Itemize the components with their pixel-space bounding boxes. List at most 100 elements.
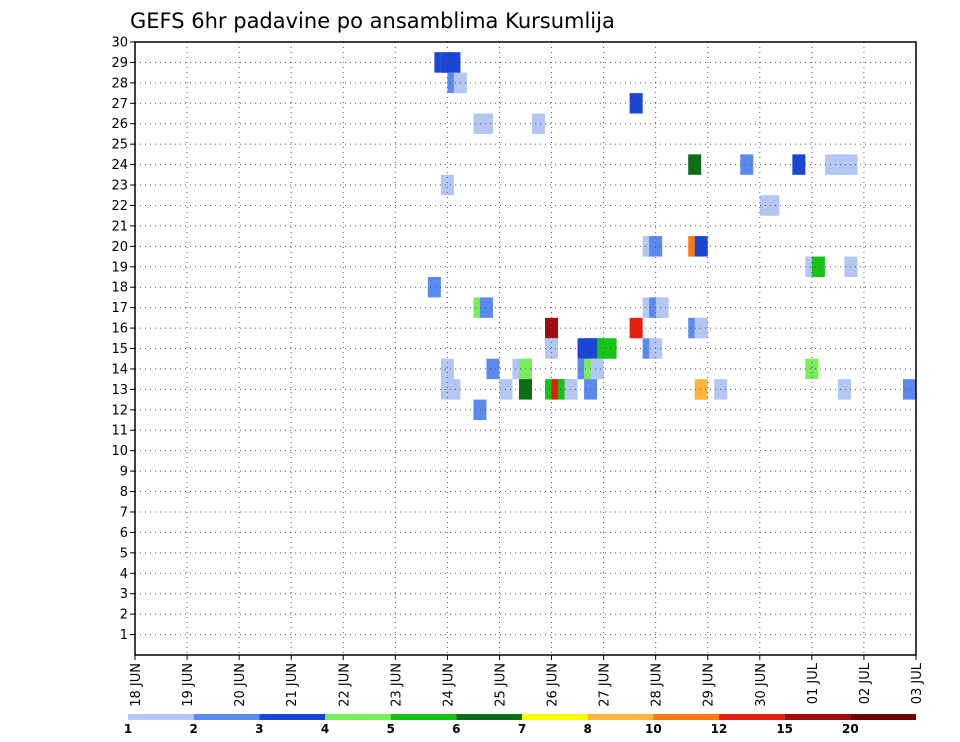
precip-cell: [688, 154, 702, 175]
y-tick-label: 23: [111, 179, 128, 194]
legend-swatch: [653, 714, 719, 720]
y-tick-label: 8: [120, 485, 128, 500]
y-tick-label: 17: [111, 301, 128, 316]
y-tick-label: 25: [111, 138, 128, 153]
y-tick-label: 5: [120, 546, 128, 561]
legend-swatch: [325, 714, 391, 720]
y-tick-label: 11: [111, 424, 128, 439]
legend-swatch: [784, 714, 851, 720]
legend-swatch: [456, 714, 522, 720]
legend-label: 4: [321, 722, 329, 736]
legend-swatch: [259, 714, 325, 720]
x-tick-label: 20 JUN: [233, 663, 248, 707]
y-tick-label: 29: [111, 56, 128, 71]
y-tick-label: 16: [111, 322, 128, 337]
legend-label: 7: [518, 722, 526, 736]
y-tick-label: 30: [111, 36, 128, 51]
precip-cell: [545, 338, 559, 359]
x-axis: 18 JUN 19 JUN 20 JUN 21 JUN 22 JUN 23 JUN 24 J…: [129, 655, 925, 707]
x-tick-label: 02 JUL: [858, 662, 873, 704]
y-tick-label: 22: [111, 199, 128, 214]
precip-cell: [590, 358, 604, 380]
x-tick-label: 29 JUN: [702, 663, 717, 707]
precip-cell: [694, 236, 708, 257]
x-tick-label: 19 JUN: [181, 663, 196, 707]
y-axis: 1234567891011121314151617181920212223242…: [111, 36, 135, 643]
legend-label: 20: [842, 722, 859, 736]
y-tick-label: 9: [120, 465, 128, 480]
legend-label: 3: [255, 722, 263, 736]
legend-swatch: [719, 714, 785, 720]
precip-cell: [440, 174, 454, 196]
legend-swatch: [390, 714, 457, 720]
precip-cell: [427, 276, 441, 298]
y-tick-label: 28: [111, 76, 128, 91]
y-tick-label: 6: [120, 526, 128, 541]
legend-label: 2: [189, 722, 197, 736]
x-tick-label: 25 JUN: [493, 663, 508, 707]
chart-title: GEFS 6hr padavine po ansamblima Kursumli…: [130, 9, 615, 33]
precip-cell: [629, 317, 643, 339]
x-tick-label: 27 JUN: [598, 663, 613, 707]
y-tick-label: 10: [111, 444, 128, 459]
y-tick-label: 24: [111, 158, 128, 173]
x-tick-label: 01 JUL: [806, 662, 821, 704]
precip-cell: [473, 399, 487, 421]
x-tick-label: 28 JUN: [650, 663, 665, 707]
precip-cell: [479, 113, 493, 134]
y-tick-label: 2: [120, 608, 128, 623]
x-tick-label: 03 JUL: [910, 662, 925, 704]
y-tick-label: 20: [111, 240, 128, 255]
legend-label: 12: [711, 722, 728, 736]
precip-cell: [545, 317, 559, 339]
precip-cell: [486, 358, 500, 380]
precip-cell: [629, 93, 643, 114]
y-tick-label: 12: [111, 403, 128, 418]
precip-cell: [694, 317, 708, 339]
precip-cell: [447, 52, 461, 73]
y-tick-label: 7: [120, 505, 128, 520]
legend-label: 1: [124, 722, 132, 736]
precip-cell: [837, 379, 851, 400]
x-tick-label: 30 JUN: [754, 663, 769, 707]
x-tick-label: 22 JUN: [337, 663, 352, 707]
y-tick-label: 3: [120, 587, 128, 602]
legend-label: 15: [776, 722, 793, 736]
x-tick-label: 24 JUN: [441, 663, 456, 707]
precip-cell: [564, 379, 578, 400]
y-tick-label: 13: [111, 383, 128, 398]
x-tick-label: 18 JUN: [129, 663, 144, 707]
precip-cell: [811, 256, 825, 277]
x-tick-label: 26 JUN: [546, 663, 561, 707]
precip-cell: [805, 358, 819, 380]
x-tick-label: 21 JUN: [285, 663, 300, 707]
y-tick-label: 1: [120, 628, 128, 643]
legend-label: 6: [452, 722, 460, 736]
precip-cell: [766, 195, 780, 216]
precip-cell: [479, 297, 493, 318]
precip-cell: [440, 358, 454, 380]
grid-lines: [135, 41, 916, 655]
y-tick-label: 19: [111, 260, 128, 275]
precip-cell: [902, 379, 916, 400]
y-tick-label: 15: [111, 342, 128, 357]
y-tick-label: 21: [111, 219, 128, 234]
y-tick-label: 4: [120, 567, 128, 582]
legend-swatch: [128, 714, 194, 720]
precip-cell: [532, 113, 546, 134]
y-tick-label: 26: [111, 117, 128, 132]
precip-cell: [694, 379, 708, 400]
precip-cell: [792, 154, 806, 175]
legend-label: 10: [645, 722, 662, 736]
y-tick-label: 27: [111, 97, 128, 112]
legend-swatch: [193, 714, 260, 720]
precip-cell: [447, 379, 461, 400]
legend-swatch: [522, 714, 588, 720]
legend-swatch: [587, 714, 654, 720]
x-tick-label: 23 JUN: [389, 663, 404, 707]
precip-cell: [740, 154, 754, 175]
legend-swatch: [850, 714, 916, 720]
legend-label: 8: [583, 722, 591, 736]
legend-label: 5: [386, 722, 394, 736]
